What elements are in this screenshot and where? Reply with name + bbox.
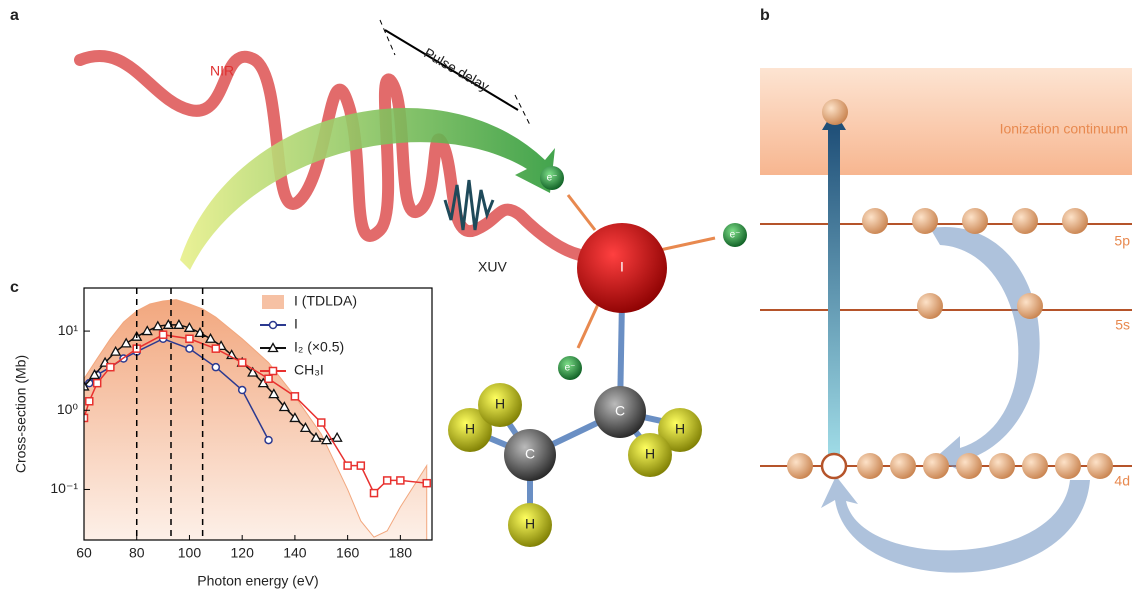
- y-axis-label: Cross-section (Mb): [13, 355, 29, 473]
- marker: [94, 380, 101, 387]
- atom-label: H: [525, 516, 535, 532]
- plot: [80, 300, 431, 540]
- marker: [333, 433, 342, 441]
- atom-label: C: [615, 403, 625, 419]
- continuum-label: Ionization continuum: [1000, 121, 1128, 137]
- electron-label: e⁻: [730, 230, 741, 241]
- marker: [384, 477, 391, 484]
- delay-label: Pulse delay: [421, 44, 492, 94]
- ionization-arrow: [828, 125, 840, 455]
- auger-arrow: [930, 227, 1040, 476]
- panel-label: b: [760, 7, 770, 24]
- delay-arrow: [180, 108, 555, 270]
- x-tick-label: 180: [389, 545, 413, 561]
- panel-label: a: [10, 7, 19, 24]
- electron-ball: [1062, 208, 1088, 234]
- level-label: 4d: [1114, 473, 1130, 489]
- electron-ball: [1022, 453, 1048, 479]
- legend-swatch: [262, 295, 284, 309]
- atom-label: H: [645, 446, 655, 462]
- marker: [239, 359, 246, 366]
- electron-ball: [917, 293, 943, 319]
- marker: [270, 322, 277, 329]
- figure: a b c NIR Pulse delay XUV I C C H H H H H e⁻…: [0, 0, 1132, 598]
- marker: [186, 345, 193, 352]
- atom-label: H: [675, 421, 685, 437]
- xuv-label: XUV: [478, 259, 507, 275]
- legend-label: CH₃I: [294, 362, 324, 378]
- x-tick-label: 80: [129, 545, 145, 561]
- chart: 60 80 100 120 140 160 180 10⁻¹ 10⁰ 10¹ Photon ener…: [13, 288, 432, 589]
- x-tick-label: 60: [76, 545, 92, 561]
- electron-ball: [989, 453, 1015, 479]
- electron-ball: [962, 208, 988, 234]
- marker: [423, 480, 430, 487]
- electron-ball: [1012, 208, 1038, 234]
- panel-label: c: [10, 279, 19, 296]
- marker: [86, 398, 93, 405]
- y-tick-label: 10¹: [58, 322, 79, 338]
- electron-ball: [912, 208, 938, 234]
- atom-label: I: [620, 259, 624, 275]
- marker: [186, 335, 193, 342]
- electron-ball: [956, 453, 982, 479]
- marker: [357, 462, 364, 469]
- level-label: 5p: [1114, 233, 1130, 249]
- levels: [760, 224, 1132, 466]
- x-axis-label: Photon energy (eV): [197, 573, 318, 589]
- electron-ball: [1055, 453, 1081, 479]
- y-tick-label: 10⁰: [57, 401, 79, 417]
- marker: [270, 368, 277, 375]
- electron-ball: [787, 453, 813, 479]
- y-tick-label: 10⁻¹: [50, 480, 78, 496]
- electron-label: e⁻: [565, 363, 576, 374]
- electron-ball: [1017, 293, 1043, 319]
- marker: [212, 364, 219, 371]
- x-tick-label: 120: [231, 545, 255, 561]
- marker: [344, 462, 351, 469]
- core-hole: [822, 454, 846, 478]
- legend-label: I (TDLDA): [294, 293, 357, 309]
- electron-ball: [862, 208, 888, 234]
- marker: [265, 375, 272, 382]
- marker: [397, 477, 404, 484]
- marker: [371, 490, 378, 497]
- atom-label: H: [465, 421, 475, 437]
- x-tick-label: 140: [283, 545, 307, 561]
- legend-label: I₂ (×0.5): [294, 339, 344, 355]
- level-label: 5s: [1115, 317, 1130, 333]
- marker: [212, 345, 219, 352]
- electron-ball: [923, 453, 949, 479]
- marker: [160, 331, 167, 338]
- electron-ball: [890, 453, 916, 479]
- marker: [291, 393, 298, 400]
- marker: [318, 419, 325, 426]
- electron-ball: [822, 99, 848, 125]
- electron-ball: [857, 453, 883, 479]
- atom-label: C: [525, 446, 535, 462]
- nir-label: NIR: [210, 63, 234, 79]
- legend-label: I: [294, 316, 298, 332]
- x-tick-label: 100: [178, 545, 202, 561]
- x-tick-label: 160: [336, 545, 360, 561]
- marker: [265, 437, 272, 444]
- delay-tick: [380, 20, 395, 55]
- atom-label: H: [495, 396, 505, 412]
- electron-ball: [1087, 453, 1113, 479]
- marker: [107, 364, 114, 371]
- refill-arrow: [821, 476, 1090, 573]
- marker: [239, 387, 246, 394]
